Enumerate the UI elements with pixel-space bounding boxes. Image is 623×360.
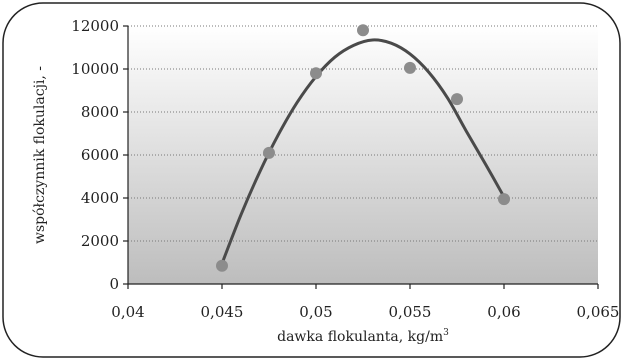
data-point xyxy=(310,67,322,80)
data-point xyxy=(451,93,463,106)
x-tick-label: 0,05 xyxy=(299,303,332,321)
x-tick-label: 0,055 xyxy=(389,303,432,321)
x-tick-label: 0,04 xyxy=(111,303,144,321)
x-tick-label: 0,045 xyxy=(201,303,244,321)
x-tick-label: 0,065 xyxy=(577,303,620,321)
data-point xyxy=(404,61,416,74)
y-tick-label: 0 xyxy=(109,275,119,293)
y-tick-label: 8000 xyxy=(81,103,119,121)
data-point xyxy=(498,193,510,206)
x-axis-title-text: dawka flokulanta, kg/m xyxy=(277,329,443,345)
x-axis-title: dawka flokulanta, kg/m3 xyxy=(277,328,449,345)
x-tick-label: 0,06 xyxy=(487,303,520,321)
data-point xyxy=(357,24,369,37)
y-tick-label: 2000 xyxy=(81,232,119,250)
y-tick-label: 12000 xyxy=(71,17,119,35)
data-points xyxy=(216,24,510,272)
y-axis-title: współczynnik flokulacji, - xyxy=(32,66,48,244)
data-point xyxy=(263,146,275,159)
y-tick-label: 4000 xyxy=(81,189,119,207)
data-point xyxy=(216,259,228,272)
y-tick-label: 6000 xyxy=(81,146,119,164)
x-axis-title-superscript: 3 xyxy=(443,328,449,338)
y-tick-label: 10000 xyxy=(71,60,119,78)
y-axis-ticks: 0 2000 4000 6000 8000 10000 12000 xyxy=(71,17,128,293)
x-axis-ticks: 0,04 0,045 0,05 0,055 0,06 0,065 xyxy=(111,284,619,321)
